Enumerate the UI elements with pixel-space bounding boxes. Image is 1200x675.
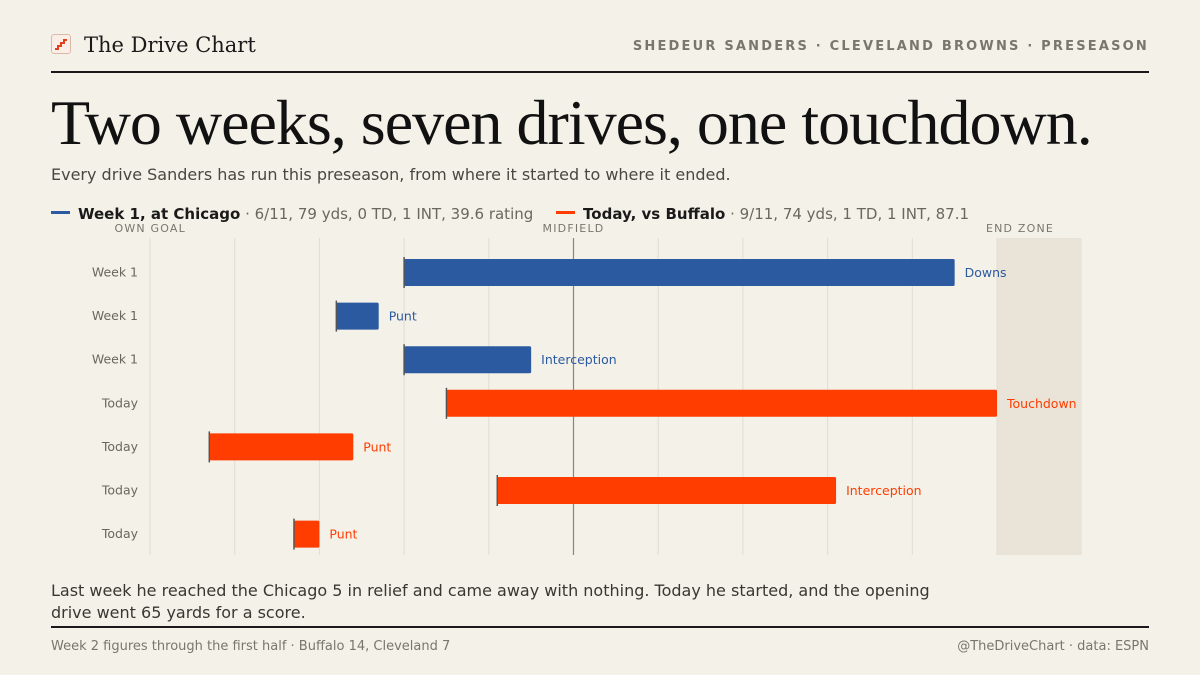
brand-logo-icon [51, 34, 71, 54]
footer-rule [51, 626, 1149, 628]
drive-result-label: Interception [541, 352, 617, 367]
drive-result-label: Interception [846, 483, 922, 498]
drive-bar [446, 389, 997, 417]
drive-bar [209, 433, 354, 461]
legend-swatch-week1 [51, 211, 70, 214]
legend-stat-week1: · 6/11, 79 yds, 0 TD, 1 INT, 39.6 rating [240, 205, 534, 223]
drive-bar [336, 302, 379, 330]
legend: Week 1, at Chicago · 6/11, 79 yds, 0 TD,… [51, 205, 987, 223]
row-label: Today [101, 526, 139, 541]
drive-result-label: Punt [363, 439, 391, 454]
drive-result-label: Punt [329, 527, 357, 542]
legend-name-week1: Week 1, at Chicago [78, 205, 241, 223]
footer-note: Week 2 figures through the first half · … [51, 639, 451, 654]
row-label: Week 1 [92, 308, 138, 323]
legend-item-today: Today, vs Buffalo · 9/11, 74 yds, 1 TD, … [556, 205, 969, 223]
drive-bar [293, 520, 320, 548]
drive-bar [404, 346, 532, 374]
row-label: Week 1 [92, 352, 138, 367]
drive-result-label: Downs [965, 265, 1007, 280]
page-title: Two weeks, seven drives, one touchdown. [51, 87, 1093, 158]
row-label: Today [101, 395, 139, 410]
legend-stat-today: · 9/11, 74 yds, 1 TD, 1 INT, 87.1 [725, 205, 970, 223]
axis-label-midfield: MIDFIELD [543, 222, 605, 235]
footer-source: @TheDriveChart · data: ESPN [957, 639, 1149, 654]
drive-bar [497, 477, 837, 504]
kicker: SHEDEUR SANDERS · CLEVELAND BROWNS · PRE… [632, 39, 1149, 54]
drive-bar [404, 259, 955, 286]
header-rule [51, 71, 1149, 73]
drive-result-label: Punt [389, 309, 417, 324]
end-zone-band [997, 238, 1082, 555]
row-label: Week 1 [92, 265, 138, 280]
axis-label-own-goal: OWN GOAL [114, 222, 186, 235]
legend-swatch-today [556, 211, 576, 214]
legend-item-week1: Week 1, at Chicago · 6/11, 79 yds, 0 TD,… [51, 205, 533, 223]
brand-name: The Drive Chart [84, 33, 256, 57]
header: The Drive Chart SHEDEUR SANDERS · CLEVEL… [51, 31, 1149, 61]
drive-chart: OWN GOAL MIDFIELD END ZONE Week 1 Downs Week … [92, 222, 1082, 555]
page-subtitle: Every drive Sanders has run this preseas… [51, 165, 731, 184]
row-label: Today [101, 483, 139, 498]
axis-label-end-zone: END ZONE [986, 222, 1054, 235]
row-label: Today [101, 439, 139, 454]
drive-result-label: Touchdown [1006, 396, 1077, 411]
caption: Last week he reached the Chicago 5 in re… [51, 581, 930, 622]
legend-name-today: Today, vs Buffalo [583, 205, 726, 223]
